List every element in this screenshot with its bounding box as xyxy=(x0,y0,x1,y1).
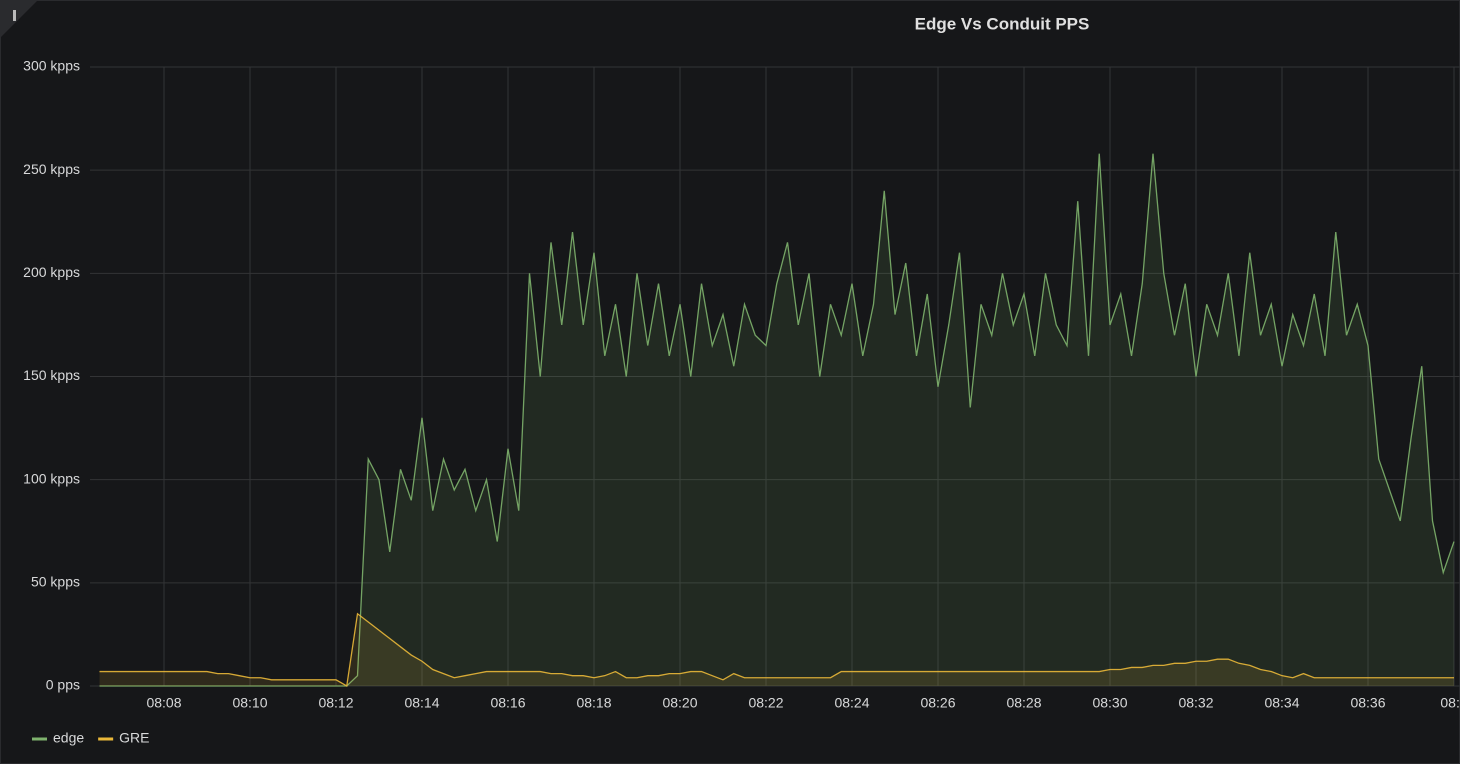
legend-label: GRE xyxy=(119,730,149,746)
x-tick-label: 08:36 xyxy=(1350,695,1385,711)
area-fill xyxy=(99,613,1454,686)
y-tick-label: 250 kpps xyxy=(23,161,80,177)
x-tick-label: 08:22 xyxy=(748,695,783,711)
x-tick-label: 08:28 xyxy=(1006,695,1041,711)
y-tick-label: 100 kpps xyxy=(23,470,80,486)
legend-label: edge xyxy=(53,730,84,746)
series-line xyxy=(99,153,1455,687)
series-line xyxy=(99,612,1454,688)
area-fill xyxy=(99,153,1454,686)
x-tick-label: 08:12 xyxy=(318,695,353,711)
y-tick-label: 50 kpps xyxy=(31,574,80,590)
y-tick-label: 200 kpps xyxy=(23,264,80,280)
y-tick-label: 300 kpps xyxy=(23,58,80,74)
x-tick-label: 08:32 xyxy=(1178,695,1213,711)
x-tick-label: 08:20 xyxy=(662,695,697,711)
x-tick-label: 08:14 xyxy=(404,695,439,711)
info-icon xyxy=(13,10,16,21)
legend: edge GRE xyxy=(32,730,150,746)
y-tick-label: 150 kpps xyxy=(23,367,80,383)
chart-title: Edge Vs Conduit PPS xyxy=(915,14,1090,33)
info-corner[interactable] xyxy=(0,0,38,38)
x-tick-label: 08:26 xyxy=(920,695,955,711)
x-tick-label: 08:18 xyxy=(576,695,611,711)
x-tick-label: 08:34 xyxy=(1264,695,1299,711)
x-tick-label: 08:10 xyxy=(232,695,267,711)
x-tick-label: 08:16 xyxy=(490,695,525,711)
x-tick-label: 08:30 xyxy=(1092,695,1127,711)
x-tick-label: 08:3 xyxy=(1440,695,1460,711)
x-tick-label: 08:08 xyxy=(146,695,181,711)
y-tick-label: 0 pps xyxy=(46,677,80,693)
x-tick-label: 08:24 xyxy=(834,695,869,711)
